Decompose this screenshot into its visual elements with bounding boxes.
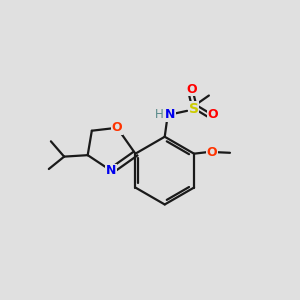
Text: O: O — [112, 121, 122, 134]
Text: O: O — [186, 82, 196, 95]
Text: N: N — [106, 164, 116, 177]
Text: H: H — [155, 108, 164, 121]
Text: O: O — [206, 146, 217, 159]
Text: N: N — [165, 109, 175, 122]
Text: O: O — [207, 108, 218, 121]
Text: S: S — [189, 102, 199, 116]
